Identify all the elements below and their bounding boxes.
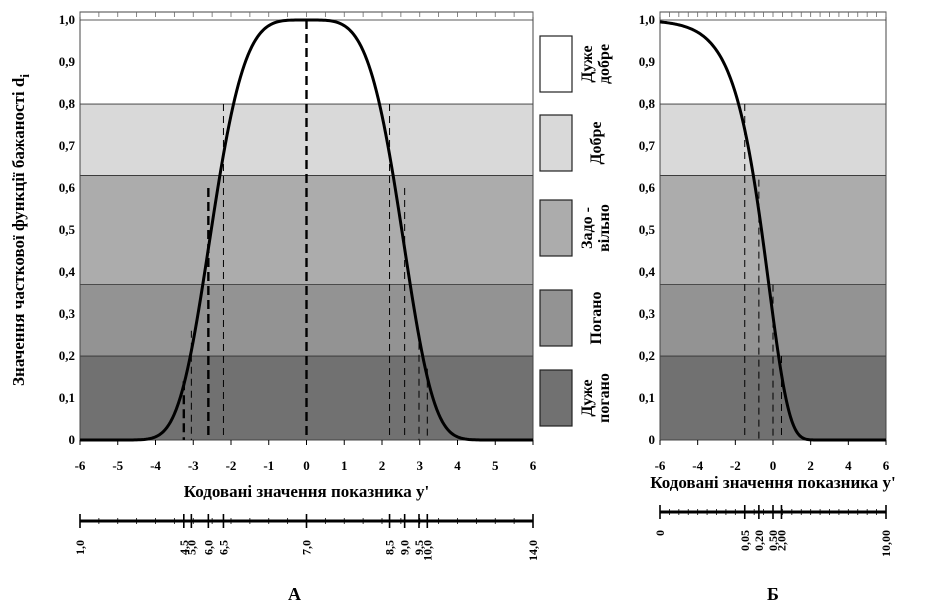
y-tick-label: 1,0 <box>639 12 655 27</box>
natural-scale-label: 2,00 <box>774 530 788 551</box>
y-tick-label: 0,5 <box>59 222 76 237</box>
natural-scale-label: 0,50 <box>766 530 780 551</box>
natural-scale-label: 8,5 <box>383 540 397 555</box>
y-axis-title: Значення часткової функції бажаності di <box>9 74 32 386</box>
x-tick-label: -3 <box>188 458 199 473</box>
x-tick-label: 2 <box>807 458 814 473</box>
x-tick-label: -6 <box>655 458 666 473</box>
x-tick-label: -5 <box>112 458 123 473</box>
legend-label-good: Добре <box>588 121 605 164</box>
y-tick-label: 0,4 <box>59 264 76 279</box>
legend-swatch-bad <box>539 289 573 347</box>
x-tick-label: 5 <box>492 458 499 473</box>
y-tick-label: 0,8 <box>59 96 76 111</box>
natural-scale-label: 4,5 <box>177 540 191 555</box>
y-tick-label: 0,2 <box>639 348 655 363</box>
x-tick-label: -4 <box>692 458 703 473</box>
panel-b: 0 0,1 0,2 0,3 0,4 0,5 0,6 0,7 0,8 0,9 1,0 -6 -4 -2 0 2 4… <box>639 11 896 604</box>
x-tick-label: 0 <box>770 458 777 473</box>
y-tick-label: 0 <box>69 432 76 447</box>
x-tick-label: 4 <box>454 458 461 473</box>
x-tick-label: 6 <box>883 458 890 473</box>
x-axis-title: Кодовані значення показника y' <box>184 482 430 501</box>
y-tick-label: 1,0 <box>59 12 75 27</box>
natural-scale-label: 9,5 <box>412 540 426 555</box>
x-tick-label: 1 <box>341 458 348 473</box>
x-tick-label: -1 <box>263 458 274 473</box>
natural-scale-label: 10,00 <box>879 530 893 557</box>
natural-scale-label: 10,0 <box>420 540 434 561</box>
zone-band-very_good <box>659 19 887 105</box>
y-tick-label: 0,8 <box>639 96 656 111</box>
x-tick-label: 2 <box>379 458 386 473</box>
y-tick-label: 0,1 <box>639 390 655 405</box>
x-axis-title: Кодовані значення показника y' <box>650 473 896 492</box>
y-tick-label: 0,3 <box>59 306 76 321</box>
y-tick-label: 0,3 <box>639 306 656 321</box>
y-tick-label: 0,6 <box>59 180 76 195</box>
y-tick-label: 0,5 <box>639 222 656 237</box>
legend-swatch-satisfactory <box>539 199 573 257</box>
natural-scale-label: 14,0 <box>526 540 540 561</box>
natural-scale-label: 7,0 <box>300 540 314 555</box>
natural-scale-label: 5,0 <box>184 540 198 555</box>
natural-scale-label: 0 <box>653 530 667 536</box>
y-tick-label: 0,4 <box>639 264 656 279</box>
natural-scale-label: 6,5 <box>216 540 230 555</box>
y-tick-label: 0,7 <box>639 138 656 153</box>
legend-label-line: Погано <box>588 292 605 345</box>
legend-swatch-very_good <box>539 35 573 93</box>
legend-label-very_good: Дужедобре <box>579 44 613 84</box>
legend-label-line: Дуже <box>579 379 596 416</box>
panel-a: 0 0,1 0,2 0,3 0,4 0,5 0,6 0,7 0,8 0,9 1,0 -6 -5 -4 -3 -… <box>59 11 540 604</box>
legend-label-line: вільно <box>596 204 613 252</box>
legend-label-bad: Погано <box>588 292 605 345</box>
natural-scale-label: 6,0 <box>201 540 215 555</box>
desirability-curve <box>659 20 886 442</box>
x-tick-label: -2 <box>730 458 741 473</box>
legend-label-line: Задо - <box>579 207 596 249</box>
y-tick-label: 0,9 <box>639 54 656 69</box>
desirability-curve <box>80 18 533 442</box>
y-tick-label: 0,2 <box>59 348 75 363</box>
x-tick-label: -6 <box>75 458 86 473</box>
legend-label-line: Добре <box>588 121 605 164</box>
x-tick-label: 6 <box>530 458 537 473</box>
legend-label-satisfactory: Задо -вільно <box>579 204 613 252</box>
legend-label-line: добре <box>596 44 613 84</box>
panel-label: Б <box>767 584 779 604</box>
x-tick-label: 3 <box>417 458 424 473</box>
legend-label-very_bad: Дужепогано <box>579 373 613 423</box>
y-tick-label: 0,7 <box>59 138 76 153</box>
x-tick-label: 0 <box>303 458 310 473</box>
legend-label-line: Дуже <box>579 45 596 82</box>
x-tick-label: -2 <box>226 458 237 473</box>
legend-swatch-very_bad <box>539 369 573 427</box>
y-tick-label: 0 <box>649 432 656 447</box>
natural-scale-label: 1,0 <box>73 540 87 555</box>
y-tick-label: 0,1 <box>59 390 75 405</box>
zone-band-good <box>659 103 887 176</box>
zone-band-satisfactory <box>659 174 887 285</box>
x-tick-label: -4 <box>150 458 161 473</box>
legend-swatch-good <box>539 114 573 172</box>
x-tick-label: 4 <box>845 458 852 473</box>
natural-scale-label: 0,20 <box>752 530 766 551</box>
y-tick-label: 0,9 <box>59 54 76 69</box>
panel-label: А <box>288 584 301 604</box>
natural-scale-label: 0,05 <box>738 530 752 551</box>
y-tick-label: 0,6 <box>639 180 656 195</box>
natural-scale-label: 9,0 <box>398 540 412 555</box>
legend-label-line: погано <box>596 373 613 423</box>
